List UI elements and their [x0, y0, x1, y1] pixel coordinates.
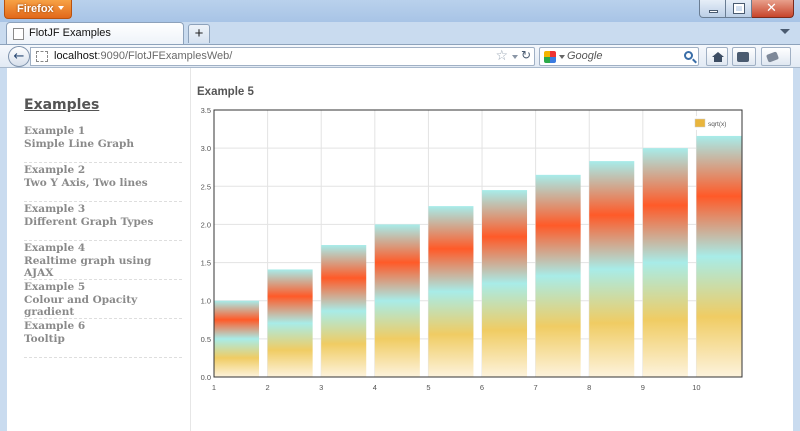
x-tick-label: 9 — [641, 383, 645, 392]
puzzle-icon — [765, 51, 780, 63]
y-tick-label: 1.5 — [201, 259, 211, 268]
addon-icon — [737, 52, 749, 62]
bar — [214, 300, 260, 377]
maximize-button[interactable] — [726, 0, 752, 18]
bar — [428, 206, 474, 377]
sidebar: Examples Example 1 Simple Line Graph Exam… — [7, 68, 191, 431]
maximize-icon — [733, 3, 745, 14]
sidebar-item-number: Example 6 — [24, 320, 86, 332]
new-tab-button[interactable]: + — [188, 24, 210, 43]
y-tick-label: 3.5 — [201, 106, 211, 115]
site-identity-icon[interactable] — [36, 51, 48, 62]
sidebar-item-label: Different Graph Types — [24, 215, 154, 228]
minimize-icon — [709, 10, 718, 13]
bar — [321, 245, 367, 377]
page-title: Example 5 — [197, 86, 254, 98]
x-tick-label: 7 — [534, 383, 538, 392]
url-path: :9090/FlotJFExamplesWeb/ — [97, 50, 233, 62]
search-input[interactable]: Google — [567, 50, 603, 62]
sidebar-item-number: Example 1 — [24, 125, 86, 137]
bar — [535, 174, 581, 377]
bookmark-star-icon[interactable]: ☆ — [495, 48, 508, 64]
y-tick-label: 2.0 — [201, 220, 211, 229]
firefox-menu-label: Firefox — [17, 3, 54, 15]
tab-title: FlotJF Examples — [29, 27, 111, 39]
home-icon — [712, 52, 724, 62]
sidebar-item-label: Tooltip — [24, 332, 65, 345]
y-tick-label: 1.0 — [201, 297, 211, 306]
y-tick-label: 0.0 — [201, 373, 211, 382]
bar — [267, 269, 313, 377]
tab-flotjf-examples[interactable]: FlotJF Examples — [6, 22, 184, 44]
x-tick-label: 8 — [587, 383, 591, 392]
bar — [642, 148, 688, 377]
x-tick-label: 4 — [373, 383, 377, 392]
x-tick-label: 6 — [480, 383, 484, 392]
bar — [696, 135, 742, 377]
minimize-button[interactable] — [699, 0, 726, 18]
plot-frame — [213, 109, 743, 378]
bar — [482, 190, 528, 377]
sidebar-item-example-5[interactable]: Example 5 Colour and Opacity gradient — [24, 280, 182, 319]
title-bar: Firefox ✕ — [0, 0, 800, 22]
url-host: localhost — [54, 50, 98, 62]
x-tick-label: 3 — [319, 383, 323, 392]
engine-dropdown-icon[interactable] — [559, 55, 565, 59]
sidebar-item-example-4[interactable]: Example 4 Realtime graph using AJAX — [24, 241, 182, 280]
extensions-button[interactable] — [761, 47, 791, 66]
x-tick-label: 2 — [266, 383, 270, 392]
page-content: Examples Example 1 Simple Line Graph Exam… — [7, 68, 793, 431]
search-bar[interactable]: Google — [539, 47, 699, 66]
sidebar-list: Example 1 Simple Line Graph Example 2 Two … — [24, 124, 182, 358]
bar-chart: 0.0 0.5 1.0 1.5 2.0 2.5 3.0 3.5 1 2 3 4 5 6 7 8 9 10 sqrt(… — [201, 106, 743, 392]
x-tick-label: 1 — [212, 383, 216, 392]
sidebar-item-example-2[interactable]: Example 2 Two Y Axis, Two lines — [24, 163, 182, 202]
close-window-button[interactable]: ✕ — [752, 0, 794, 18]
navigation-bar: ← localhost:9090/FlotJFExamplesWeb/ ☆ ↻ … — [0, 44, 800, 68]
bar — [589, 161, 635, 377]
url-bar[interactable]: localhost:9090/FlotJFExamplesWeb/ ☆ ↻ — [30, 47, 535, 66]
history-dropdown-icon[interactable] — [512, 55, 518, 59]
x-tick-label: 10 — [692, 383, 700, 392]
sidebar-item-example-1[interactable]: Example 1 Simple Line Graph — [24, 124, 182, 163]
bar — [374, 224, 420, 377]
y-tick-label: 0.5 — [201, 335, 211, 344]
y-tick-label: 3.0 — [201, 144, 211, 153]
list-all-tabs-icon[interactable] — [780, 29, 790, 34]
window-controls: ✕ — [699, 0, 794, 19]
page-icon — [13, 28, 24, 40]
google-engine-icon[interactable] — [544, 51, 556, 63]
addon-bar-button[interactable] — [732, 47, 756, 66]
home-button[interactable] — [706, 47, 728, 66]
sidebar-item-number: Example 3 — [24, 203, 86, 215]
url-text: localhost:9090/FlotJFExamplesWeb/ — [54, 50, 232, 62]
sidebar-item-number: Example 5 — [24, 281, 86, 293]
legend-swatch — [694, 118, 706, 128]
y-tick-label: 2.5 — [201, 182, 211, 191]
chevron-down-icon — [58, 6, 64, 10]
sidebar-item-example-3[interactable]: Example 3 Different Graph Types — [24, 202, 182, 241]
search-icon[interactable] — [684, 51, 693, 60]
sidebar-item-label: Realtime graph using AJAX — [24, 254, 152, 280]
x-tick-label: 5 — [426, 383, 430, 392]
sidebar-item-label: Two Y Axis, Two lines — [24, 176, 148, 189]
sidebar-item-label: Colour and Opacity gradient — [24, 293, 138, 319]
firefox-menu-button[interactable]: Firefox — [4, 0, 72, 19]
sidebar-heading: Examples — [24, 97, 100, 113]
sidebar-item-number: Example 2 — [24, 164, 86, 176]
legend-label: sqrt(x) — [708, 121, 726, 128]
tab-bar: FlotJF Examples + — [0, 22, 800, 44]
sidebar-item-number: Example 4 — [24, 242, 86, 254]
sidebar-item-label: Simple Line Graph — [24, 137, 134, 150]
sidebar-item-example-6[interactable]: Example 6 Tooltip — [24, 319, 182, 358]
back-button[interactable]: ← — [8, 46, 30, 67]
reload-icon[interactable]: ↻ — [520, 48, 531, 62]
close-icon: ✕ — [766, 1, 777, 16]
